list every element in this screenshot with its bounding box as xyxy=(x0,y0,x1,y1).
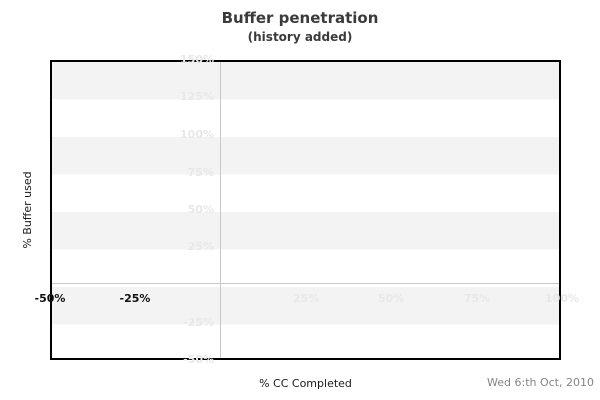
y-tick-label: 75% xyxy=(187,166,214,179)
y-tick-label: 25% xyxy=(187,240,214,253)
x-axis-title: % CC Completed xyxy=(259,377,352,390)
chart-title: Buffer penetration xyxy=(221,9,379,27)
x-tick-label: 75% xyxy=(463,292,491,305)
x-tick-label: 25% xyxy=(292,292,320,305)
x-tick-label: 50% xyxy=(377,292,405,305)
y-axis-title: % Buffer used xyxy=(21,171,34,249)
chart-date: Wed 6:th Oct, 2010 xyxy=(487,376,594,389)
chart-subtitle: (history added) xyxy=(247,30,353,44)
y-tick-label: -25% xyxy=(183,316,214,329)
y-tick-label: 150% xyxy=(180,53,214,66)
y-tick-label: 50% xyxy=(187,203,214,216)
x-tick-label: 100% xyxy=(545,292,579,305)
y-tick-label: 100% xyxy=(180,128,214,141)
zero-x-gridline xyxy=(220,62,221,358)
y-tick-label: 125% xyxy=(180,90,214,103)
plot-area: 150% 125% 100% 75% 50% 25% -25% -50% -50… xyxy=(35,53,579,366)
zero-y-gridline xyxy=(52,283,559,284)
x-tick-label: -25% xyxy=(119,292,151,305)
y-tick-label: -50% xyxy=(183,353,214,366)
x-tick-label: -50% xyxy=(34,292,66,305)
